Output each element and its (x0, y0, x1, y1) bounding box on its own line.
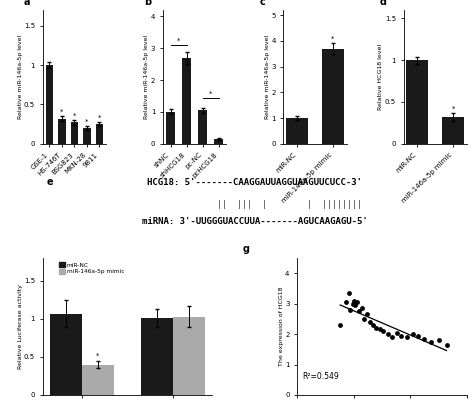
Point (398, 332, 405, 339)
Point (369, 322, 377, 328)
Text: *: * (60, 109, 64, 115)
Point (350, 297, 357, 304)
Point (373, 325, 380, 331)
Point (427, 339, 435, 345)
Point (342, 299, 350, 305)
Text: *: * (98, 114, 101, 120)
Text: e: e (47, 177, 54, 187)
Y-axis label: Relative miR-146a-5p level: Relative miR-146a-5p level (18, 35, 22, 119)
Point (414, 332, 422, 339)
Legend: miR-NC, miR-146a-5p mimic: miR-NC, miR-146a-5p mimic (59, 262, 124, 274)
Bar (406, 60, 428, 144)
Point (346, 307, 354, 313)
Text: *: * (209, 90, 212, 96)
Point (409, 331, 416, 337)
Text: miRNA: 3'-UUGGGUACCUUA-------AGUCAAGAGU-5': miRNA: 3'-UUGGGUACCUUA-------AGUCAAGAGU-… (142, 217, 368, 226)
Text: *: * (96, 353, 100, 359)
Bar (96, 124, 103, 144)
Bar (50, 314, 82, 395)
Text: R²=0.549: R²=0.549 (302, 372, 339, 380)
Bar (173, 317, 205, 395)
Bar (46, 65, 53, 144)
Point (379, 328, 387, 334)
Bar (141, 318, 173, 395)
Point (376, 326, 383, 333)
Text: *: * (331, 35, 335, 42)
Point (353, 299, 361, 305)
Text: *: * (452, 105, 455, 111)
Text: *: * (73, 113, 76, 119)
Bar (214, 139, 223, 144)
Bar (182, 58, 191, 144)
Y-axis label: Relative Luciferase activity: Relative Luciferase activity (18, 284, 22, 369)
Point (403, 334, 411, 340)
Point (356, 308, 363, 314)
Bar (286, 118, 308, 144)
Bar (83, 128, 91, 144)
Y-axis label: Relative HCG18 level: Relative HCG18 level (378, 44, 383, 110)
Text: d: d (380, 0, 386, 7)
Point (358, 305, 365, 312)
Point (388, 334, 396, 340)
Point (435, 337, 442, 343)
Text: b: b (144, 0, 151, 7)
Text: HCG18: 5'-------CAAGGAUUAGGUAAGUUCUCC-3': HCG18: 5'-------CAAGGAUUAGGUAAGUUCUCC-3' (147, 178, 362, 187)
Bar (166, 112, 175, 144)
Point (349, 300, 356, 307)
Bar (442, 117, 464, 144)
Bar (198, 110, 208, 144)
Point (351, 302, 359, 308)
Point (346, 290, 353, 296)
Text: g: g (243, 245, 250, 254)
Bar (71, 123, 78, 144)
Bar (82, 364, 114, 395)
Text: ||  |||  |        |  ||||||||: || ||| | | |||||||| (147, 200, 362, 209)
Point (420, 335, 428, 342)
Text: c: c (259, 0, 265, 7)
Text: *: * (177, 38, 180, 44)
Y-axis label: The expression of HCG18: The expression of HCG18 (279, 287, 283, 366)
Point (360, 316, 368, 322)
Point (393, 329, 401, 336)
Point (366, 319, 374, 325)
Bar (322, 49, 344, 144)
Text: a: a (24, 0, 30, 7)
Y-axis label: Relative miR-146a-5p level: Relative miR-146a-5p level (265, 35, 270, 119)
Point (364, 311, 371, 318)
Bar (58, 118, 65, 144)
Text: *: * (85, 119, 89, 125)
Point (443, 341, 450, 348)
Point (337, 322, 344, 328)
Y-axis label: Relative miR-146a-5p level: Relative miR-146a-5p level (145, 35, 149, 119)
Point (384, 331, 392, 337)
